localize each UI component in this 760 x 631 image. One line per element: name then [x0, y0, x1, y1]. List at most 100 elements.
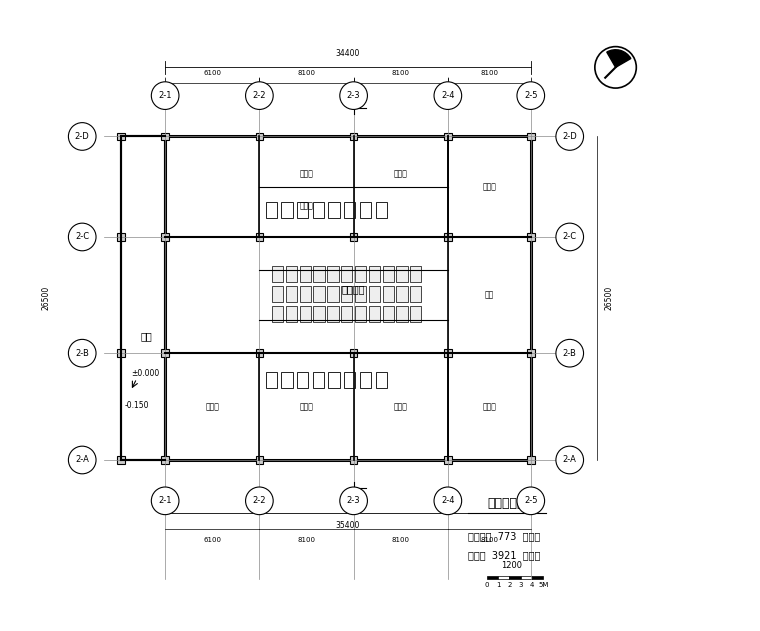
Text: 业务室: 业务室	[299, 170, 313, 179]
Text: 8100: 8100	[480, 536, 499, 543]
Text: 过厅: 过厅	[485, 291, 494, 300]
Text: 2: 2	[360, 495, 366, 505]
Text: 营业大厅: 营业大厅	[342, 284, 366, 294]
Bar	[341, 286, 353, 302]
Bar	[299, 266, 311, 281]
Text: 2-C: 2-C	[75, 232, 89, 242]
Bar	[286, 306, 297, 322]
Bar	[297, 372, 309, 387]
Bar	[299, 306, 311, 322]
Bar	[355, 286, 366, 302]
Bar	[444, 456, 451, 464]
Text: 2-A: 2-A	[563, 456, 577, 464]
Bar	[272, 286, 283, 302]
Bar	[286, 286, 297, 302]
Bar	[328, 203, 340, 218]
Bar	[382, 286, 394, 302]
Circle shape	[68, 122, 96, 150]
Circle shape	[340, 487, 367, 515]
Bar	[509, 575, 521, 579]
Text: 业务室: 业务室	[483, 402, 496, 411]
Bar	[161, 456, 169, 464]
Bar	[532, 575, 543, 579]
Text: 业务室: 业务室	[299, 201, 313, 210]
Text: 3: 3	[518, 582, 523, 589]
Text: 2-B: 2-B	[563, 349, 577, 358]
Bar	[444, 350, 451, 357]
Bar	[117, 233, 125, 241]
Text: 35400: 35400	[336, 521, 360, 530]
Bar	[396, 286, 407, 302]
Text: 本层面积  773  平方米: 本层面积 773 平方米	[468, 532, 540, 541]
Bar	[313, 286, 325, 302]
Bar	[313, 372, 324, 387]
Wedge shape	[606, 50, 631, 68]
Bar	[375, 203, 387, 218]
Text: 2: 2	[507, 582, 511, 589]
Bar	[350, 350, 357, 357]
Bar	[266, 372, 277, 387]
Circle shape	[434, 487, 461, 515]
Text: -0.150: -0.150	[125, 401, 149, 410]
Text: 2: 2	[360, 92, 366, 102]
Bar	[527, 133, 534, 140]
Bar	[299, 286, 311, 302]
Text: 2-3: 2-3	[347, 497, 360, 505]
Bar	[382, 306, 394, 322]
Bar	[498, 575, 509, 579]
Bar	[117, 456, 125, 464]
Bar	[255, 133, 263, 140]
Text: 业务室: 业务室	[299, 402, 313, 411]
Bar	[255, 350, 263, 357]
Circle shape	[556, 446, 584, 474]
Circle shape	[340, 82, 367, 109]
Text: 大厅: 大厅	[141, 331, 152, 341]
Bar	[266, 203, 277, 218]
Bar	[360, 203, 371, 218]
Bar	[165, 136, 530, 460]
Circle shape	[68, 223, 96, 251]
Text: 2-5: 2-5	[524, 91, 537, 100]
Bar	[161, 233, 169, 241]
Text: 总面积  3921  平方米: 总面积 3921 平方米	[468, 550, 540, 560]
Text: 26500: 26500	[604, 286, 613, 310]
Bar	[313, 203, 324, 218]
Bar	[286, 266, 297, 281]
Bar	[161, 350, 169, 357]
Circle shape	[68, 339, 96, 367]
Text: 业务室: 业务室	[205, 402, 219, 411]
Circle shape	[245, 82, 273, 109]
Bar	[355, 306, 366, 322]
Bar	[369, 286, 380, 302]
Bar	[328, 306, 338, 322]
Circle shape	[245, 487, 273, 515]
Circle shape	[556, 122, 584, 150]
Bar	[360, 372, 371, 387]
Bar	[410, 266, 422, 281]
Bar	[255, 456, 263, 464]
Bar	[341, 266, 353, 281]
Bar	[161, 133, 169, 140]
Bar	[313, 266, 325, 281]
Text: 2-A: 2-A	[75, 456, 89, 464]
Bar	[121, 136, 165, 460]
Bar	[521, 575, 532, 579]
Text: 2-2: 2-2	[252, 91, 266, 100]
Circle shape	[151, 82, 179, 109]
Bar	[117, 350, 125, 357]
Text: 8100: 8100	[391, 69, 410, 76]
Text: 2-C: 2-C	[562, 232, 577, 242]
Text: 2-3: 2-3	[347, 91, 360, 100]
Text: 2-2: 2-2	[252, 497, 266, 505]
Bar	[350, 456, 357, 464]
Text: 8100: 8100	[297, 536, 315, 543]
Text: 业务室: 业务室	[394, 170, 407, 179]
Bar	[344, 203, 356, 218]
Bar	[328, 286, 338, 302]
Bar	[410, 306, 422, 322]
Bar	[297, 203, 309, 218]
Text: 2-1: 2-1	[158, 497, 172, 505]
Text: ±0.000: ±0.000	[131, 369, 159, 378]
Bar	[281, 203, 293, 218]
Circle shape	[68, 446, 96, 474]
